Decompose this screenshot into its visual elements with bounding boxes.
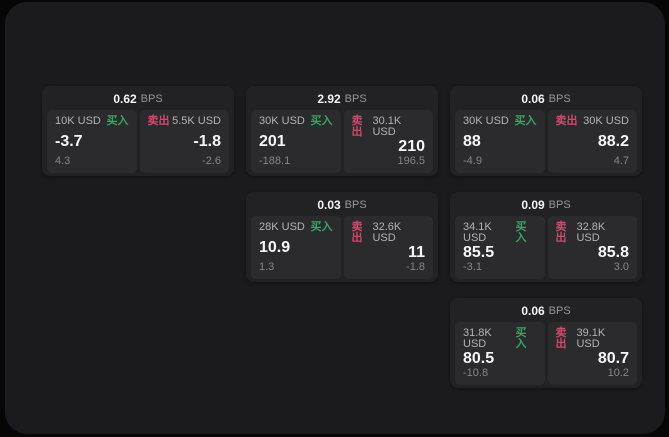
quote-panels: 30K USD 买入 201 -188.1 卖出 30.1K USD 210 1… (251, 110, 433, 173)
quote-card-5: 0.06 BPS 31.8K USD 买入 80.5 -10.8 卖出 39.1… (450, 298, 642, 388)
buy-sub-value: -3.1 (463, 261, 482, 273)
buy-amount: 30K USD (259, 115, 305, 127)
buy-panel[interactable]: 34.1K USD 买入 85.5 -3.1 (455, 216, 545, 279)
sell-sub-value: 4.7 (613, 155, 629, 167)
buy-label: 买入 (515, 221, 527, 244)
sell-price: 85.8 (597, 244, 629, 261)
sell-label: 卖出 (555, 221, 567, 244)
buy-panel[interactable]: 10K USD 买入 -3.7 4.3 (47, 110, 137, 173)
sell-sub-value: -1.8 (406, 261, 425, 273)
bps-header: 0.62 BPS (47, 91, 229, 107)
buy-amount: 34.1K USD (463, 221, 492, 244)
buy-price: 85.5 (463, 244, 495, 261)
quote-panels: 10K USD 买入 -3.7 4.3 卖出 5.5K USD -1.8 -2.… (47, 110, 229, 173)
sell-price: 210 (398, 138, 425, 155)
buy-sub-value: -188.1 (259, 155, 291, 167)
bps-value: 0.09 (521, 198, 545, 212)
bps-value: 2.92 (317, 92, 341, 106)
quote-card-2: 0.06 BPS 30K USD 买入 88 -4.9 卖出 30K USD 8… (450, 86, 642, 176)
bps-header: 2.92 BPS (251, 91, 433, 107)
bps-unit-label: BPS (548, 305, 571, 317)
sell-amount: 39.1K USD (576, 327, 606, 350)
buy-price: 80.5 (463, 350, 495, 367)
buy-label: 买入 (514, 115, 537, 127)
sell-label: 卖出 (351, 221, 363, 244)
buy-panel[interactable]: 30K USD 买入 201 -188.1 (251, 110, 341, 173)
buy-price: 201 (259, 132, 286, 150)
buy-amount: 31.8K USD (463, 327, 492, 350)
bps-unit-label: BPS (140, 93, 163, 105)
buy-panel[interactable]: 28K USD 买入 10.9 1.3 (251, 216, 341, 279)
bps-value: 0.03 (317, 198, 341, 212)
bps-value: 0.06 (521, 304, 545, 318)
sell-panel[interactable]: 卖出 30K USD 88.2 4.7 (547, 110, 637, 173)
sell-panel[interactable]: 卖出 30.1K USD 210 196.5 (343, 110, 433, 173)
sell-panel[interactable]: 卖出 32.6K USD 11 -1.8 (343, 216, 433, 279)
sell-amount: 32.6K USD (372, 221, 402, 244)
sell-sub-value: -2.6 (202, 155, 221, 167)
buy-price: 10.9 (259, 238, 291, 256)
bps-value: 0.06 (521, 92, 545, 106)
sell-panel[interactable]: 卖出 5.5K USD -1.8 -2.6 (139, 110, 229, 173)
buy-amount: 10K USD (55, 115, 101, 127)
bps-unit-label: BPS (344, 199, 367, 211)
app-window: 0.62 BPS 10K USD 买入 -3.7 4.3 卖出 5.5K USD… (5, 2, 665, 434)
buy-price: 88 (463, 132, 481, 150)
sell-panel[interactable]: 卖出 39.1K USD 80.7 10.2 (547, 322, 637, 385)
sell-sub-value: 196.5 (397, 155, 425, 167)
quote-panels: 31.8K USD 买入 80.5 -10.8 卖出 39.1K USD 80.… (455, 322, 637, 385)
buy-label: 买入 (310, 221, 333, 233)
quote-panels: 30K USD 买入 88 -4.9 卖出 30K USD 88.2 4.7 (455, 110, 637, 173)
bps-unit-label: BPS (548, 199, 571, 211)
sell-label: 卖出 (555, 115, 578, 127)
bps-unit-label: BPS (344, 93, 367, 105)
quote-card-1: 2.92 BPS 30K USD 买入 201 -188.1 卖出 30.1K … (246, 86, 438, 176)
sell-label: 卖出 (555, 327, 567, 350)
sell-price: 80.7 (597, 350, 629, 367)
sell-sub-value: 3.0 (613, 261, 629, 273)
bps-header: 0.06 BPS (455, 303, 637, 319)
bps-header: 0.09 BPS (455, 197, 637, 213)
sell-amount: 30K USD (583, 115, 629, 127)
buy-label: 买入 (106, 115, 129, 127)
quote-card-4: 0.09 BPS 34.1K USD 买入 85.5 -3.1 卖出 32.8K… (450, 192, 642, 282)
sell-amount: 5.5K USD (172, 115, 221, 127)
quote-card-3: 0.03 BPS 28K USD 买入 10.9 1.3 卖出 32.6K US… (246, 192, 438, 282)
sell-sub-value: 10.2 (607, 367, 629, 379)
quote-panels: 34.1K USD 买入 85.5 -3.1 卖出 32.8K USD 85.8… (455, 216, 637, 279)
bps-value: 0.62 (113, 92, 137, 106)
buy-sub-value: -10.8 (463, 367, 489, 379)
quote-card-0: 0.62 BPS 10K USD 买入 -3.7 4.3 卖出 5.5K USD… (42, 86, 234, 176)
sell-panel[interactable]: 卖出 32.8K USD 85.8 3.0 (547, 216, 637, 279)
buy-label: 买入 (515, 327, 527, 350)
bps-header: 0.06 BPS (455, 91, 637, 107)
buy-amount: 30K USD (463, 115, 509, 127)
buy-amount: 28K USD (259, 221, 305, 233)
buy-price: -3.7 (55, 132, 83, 150)
sell-price: -1.8 (193, 132, 221, 150)
sell-amount: 30.1K USD (372, 115, 402, 138)
bps-header: 0.03 BPS (251, 197, 433, 213)
quote-panels: 28K USD 买入 10.9 1.3 卖出 32.6K USD 11 -1.8 (251, 216, 433, 279)
sell-price: 88.2 (597, 132, 629, 150)
buy-sub-value: 4.3 (55, 155, 71, 167)
buy-panel[interactable]: 30K USD 买入 88 -4.9 (455, 110, 545, 173)
buy-panel[interactable]: 31.8K USD 买入 80.5 -10.8 (455, 322, 545, 385)
buy-label: 买入 (310, 115, 333, 127)
bps-unit-label: BPS (548, 93, 571, 105)
sell-price: 11 (408, 244, 425, 261)
buy-sub-value: -4.9 (463, 155, 482, 167)
sell-amount: 32.8K USD (576, 221, 606, 244)
buy-sub-value: 1.3 (259, 261, 275, 273)
sell-label: 卖出 (351, 115, 363, 138)
sell-label: 卖出 (147, 115, 170, 127)
